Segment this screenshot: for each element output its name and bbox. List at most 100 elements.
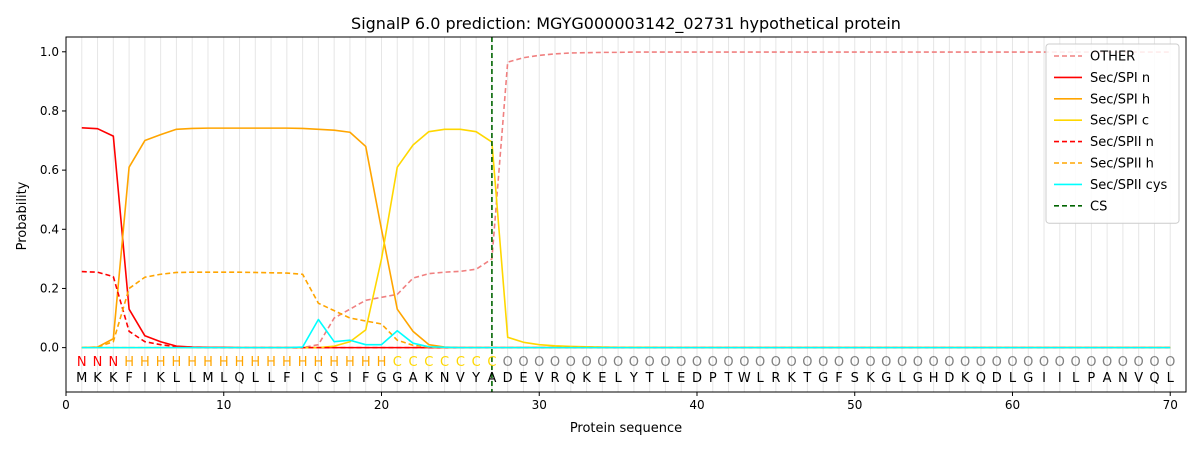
region-label: O [645, 355, 655, 370]
region-label: H [219, 355, 229, 370]
legend-box [1045, 43, 1180, 224]
region-label: O [629, 355, 639, 370]
residue-label: G [913, 371, 923, 386]
residue-label: L [220, 371, 228, 386]
region-label: O [503, 355, 513, 370]
region-label: O [1149, 355, 1159, 370]
residue-label: I [301, 371, 305, 386]
residue-label: K [109, 371, 118, 386]
residue-label: S [851, 371, 859, 386]
region-label: N [108, 355, 118, 370]
region-label: O [550, 355, 560, 370]
legend-label: Sec/SPI n [1090, 71, 1150, 86]
region-label: O [739, 355, 749, 370]
series-line [81, 128, 1171, 349]
y-tick-label: 0.6 [40, 163, 59, 177]
residue-label: L [1167, 371, 1175, 386]
x-tick-label: 60 [1005, 398, 1020, 412]
residue-label: A [487, 371, 496, 386]
region-label: O [1118, 355, 1128, 370]
region-label: C [393, 355, 402, 370]
residue-label: K [425, 371, 434, 386]
region-label: C [487, 355, 496, 370]
residue-label: E [677, 371, 685, 386]
region-label: C [472, 355, 481, 370]
region-label: O [802, 355, 812, 370]
region-label: H [172, 355, 182, 370]
residue-label: Q [976, 371, 986, 386]
region-label: H [329, 355, 339, 370]
residue-label: N [440, 371, 450, 386]
region-label: C [456, 355, 465, 370]
region-label: C [409, 355, 418, 370]
residue-label: K [961, 371, 970, 386]
legend: OTHER Sec/SPI n Sec/SPI h Sec/SPI c Sec/SPII… [1045, 43, 1180, 224]
region-label: O [1086, 355, 1096, 370]
x-tick-label: 10 [216, 398, 231, 412]
region-label: O [1102, 355, 1112, 370]
residue-label: F [835, 371, 842, 386]
series-line [81, 318, 1171, 349]
region-label: H [140, 355, 150, 370]
region-label: O [1165, 355, 1175, 370]
x-tick-label: 30 [532, 398, 547, 412]
y-tick-label: 0.2 [40, 281, 59, 295]
region-label: O [660, 355, 670, 370]
residue-label: K [93, 371, 102, 386]
region-label: O [1070, 355, 1080, 370]
residue-label: Y [471, 371, 480, 386]
legend-label: Sec/SPII cys [1090, 178, 1168, 193]
residue-label: L [267, 371, 275, 386]
region-label: N [93, 355, 103, 370]
region-label: O [1007, 355, 1017, 370]
region-label: H [235, 355, 245, 370]
x-tick-label: 20 [374, 398, 389, 412]
residue-label: I [1058, 371, 1062, 386]
region-label: O [881, 355, 891, 370]
residue-label: K [582, 371, 591, 386]
residue-label: F [362, 371, 369, 386]
residue-label: I [143, 371, 147, 386]
residue-label: L [756, 371, 764, 386]
residue-label: H [929, 371, 939, 386]
region-label: O [1055, 355, 1065, 370]
residue-label: T [724, 371, 733, 386]
residue-label: G [1023, 371, 1033, 386]
region-label: O [1039, 355, 1049, 370]
residue-label: M [76, 371, 87, 386]
region-label: O [692, 355, 702, 370]
residue-label: Q [234, 371, 244, 386]
residue-label: N [1118, 371, 1128, 386]
residue-label: L [1072, 371, 1080, 386]
x-tick-label: 70 [1163, 398, 1178, 412]
region-label: C [440, 355, 449, 370]
residue-label: L [1009, 371, 1017, 386]
series-line [81, 270, 1171, 349]
residue-label: G [818, 371, 828, 386]
series-line [81, 127, 1171, 349]
region-label: O [518, 355, 528, 370]
region-label: O [581, 355, 591, 370]
legend-label: Sec/SPII n [1090, 135, 1154, 150]
y-axis-label: Probability [15, 181, 30, 250]
residue-label: V [535, 371, 544, 386]
x-tick-label: 50 [847, 398, 862, 412]
series-line [81, 127, 1171, 349]
region-label: H [314, 355, 324, 370]
residue-label: E [598, 371, 606, 386]
region-label: H [377, 355, 387, 370]
residue-label: E [519, 371, 527, 386]
residue-label: P [1087, 371, 1095, 386]
residue-label: D [944, 371, 954, 386]
residue-label: M [202, 371, 213, 386]
region-label: O [566, 355, 576, 370]
x-axis-label: Protein sequence [570, 421, 682, 436]
region-label: O [976, 355, 986, 370]
residue-label: R [550, 371, 559, 386]
residue-label: R [771, 371, 780, 386]
residue-label: F [125, 371, 132, 386]
y-tick-label: 1.0 [40, 45, 59, 59]
residue-label: P [709, 371, 717, 386]
series-line [81, 271, 1171, 349]
region-label: H [361, 355, 371, 370]
